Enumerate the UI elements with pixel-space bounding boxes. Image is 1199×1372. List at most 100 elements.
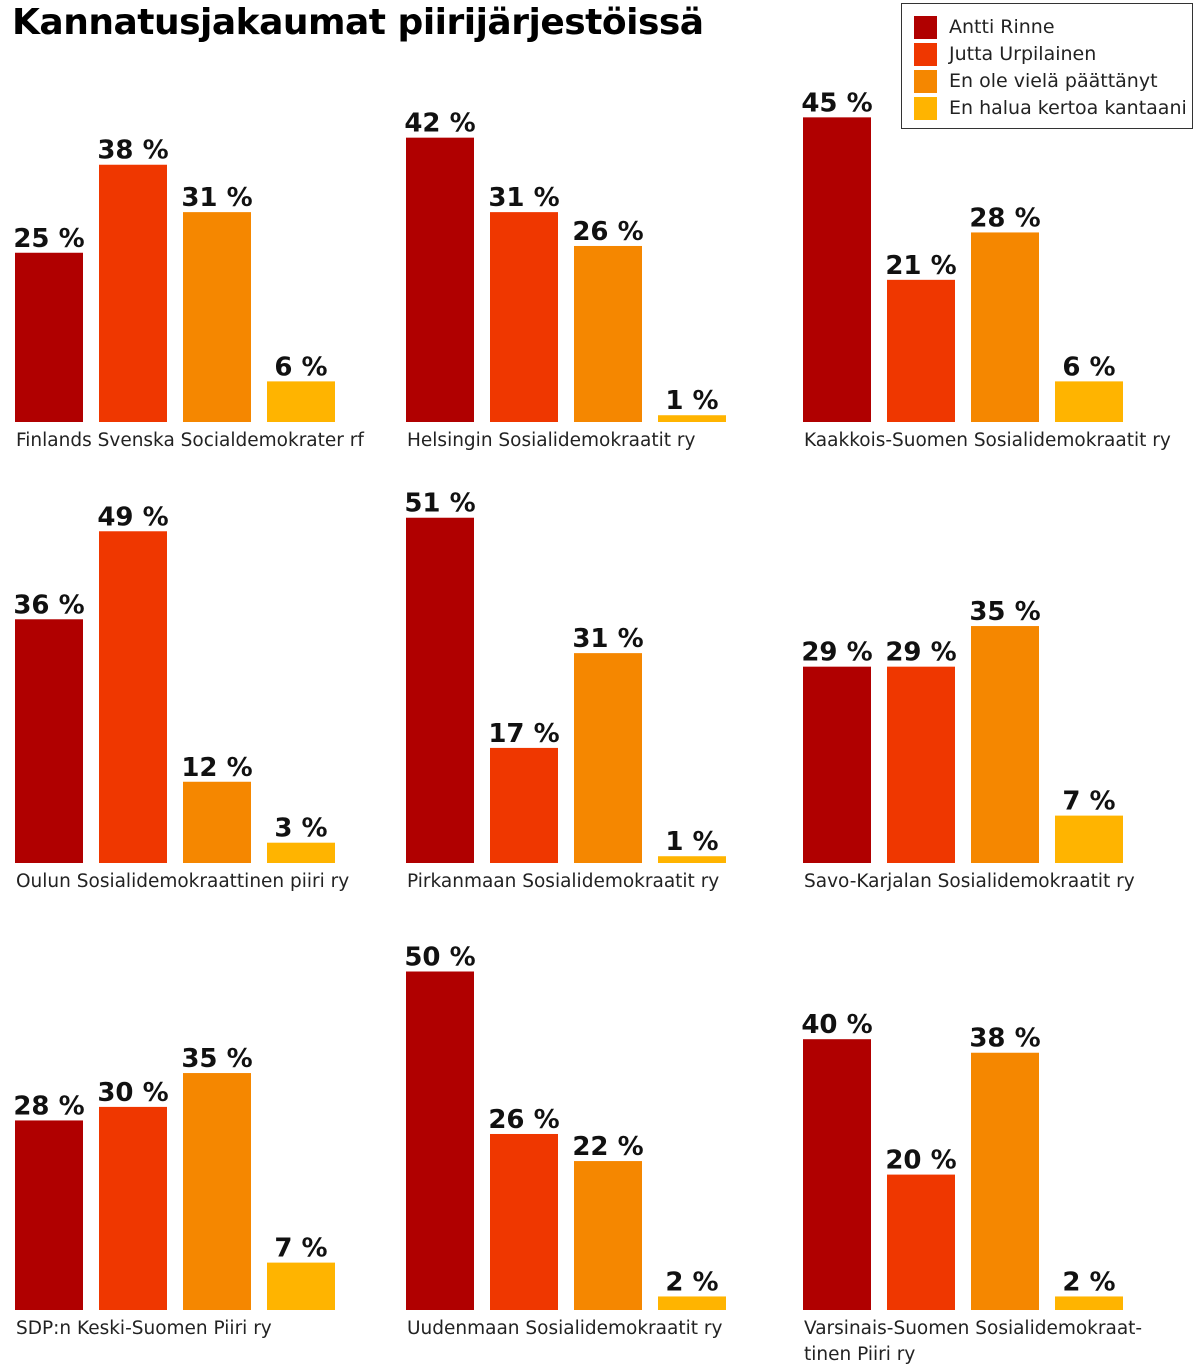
chart-panel-pirkanmaan-sosialidemokraatit-ry: 51 % 17 % 31 % 1 % Pirkanmaan Sosialidemokra…: [404, 489, 726, 892]
bar-value-label: 40 %: [801, 1010, 872, 1040]
legend-swatch-no-answer: [914, 96, 937, 120]
bar-jutta-urpilainen: [887, 666, 955, 863]
bar-value-label: 51 %: [404, 489, 475, 519]
bar-en-ole-vielä-päättänyt: [574, 1161, 642, 1310]
bar-value-label: 7 %: [1062, 787, 1115, 817]
bar-value-label: 35 %: [969, 597, 1040, 627]
bar-jutta-urpilainen: [490, 747, 558, 863]
district-name-label: Varsinais-Suomen Sosialidemokraat-: [804, 1318, 1142, 1339]
bar-value-label: 12 %: [181, 753, 252, 783]
bar-en-halua-kertoa-kantaani: [1055, 1296, 1123, 1310]
bar-antti-rinne: [803, 666, 871, 863]
bar-value-label: 28 %: [969, 203, 1040, 233]
bar-value-label: 26 %: [488, 1105, 559, 1135]
bar-jutta-urpilainen: [887, 1174, 955, 1310]
bar-jutta-urpilainen: [887, 279, 955, 422]
district-name-label: Savo-Karjalan Sosialidemokraatit ry: [804, 871, 1135, 892]
chart-panel-varsinais-suomen-sosialidemokraat-tinen-piiri-ry: 40 % 20 % 38 % 2 % Varsinais-Suomen Sosialid…: [801, 1010, 1142, 1365]
bar-en-ole-vielä-päättänyt: [574, 653, 642, 863]
bar-value-label: 30 %: [97, 1078, 168, 1108]
district-name-label: Pirkanmaan Sosialidemokraatit ry: [407, 871, 719, 892]
bar-value-label: 29 %: [885, 638, 956, 668]
legend-label-jutta-urpilainen: Jutta Urpilainen: [949, 43, 1097, 65]
bar-jutta-urpilainen: [99, 531, 167, 863]
chart-panel-kaakkois-suomen-sosialidemokraatit-ry: 45 % 21 % 28 % 6 % Kaakkois-Suomen Sosialide…: [801, 88, 1171, 451]
district-name-label: Kaakkois-Suomen Sosialidemokraatit ry: [804, 430, 1171, 451]
legend: Antti Rinne Jutta Urpilainen En ole viel…: [901, 3, 1193, 129]
bar-jutta-urpilainen: [490, 212, 558, 422]
legend-swatch-undecided: [914, 69, 937, 93]
bar-en-halua-kertoa-kantaani: [267, 1262, 335, 1310]
legend-item-undecided: En ole vielä päättänyt: [914, 69, 1158, 93]
bar-jutta-urpilainen: [99, 1106, 167, 1310]
bar-en-halua-kertoa-kantaani: [1055, 815, 1123, 863]
chart-panel-oulun-sosialidemokraattinen-piiri-ry: 36 % 49 % 12 % 3 % Oulun Sosialidemokraattin…: [13, 502, 349, 892]
bar-jutta-urpilainen: [99, 164, 167, 423]
bar-value-label: 28 %: [13, 1091, 84, 1121]
legend-label-antti-rinne: Antti Rinne: [949, 16, 1055, 38]
bar-en-ole-vielä-päättänyt: [971, 1052, 1039, 1310]
bar-value-label: 21 %: [885, 251, 956, 281]
bar-value-label: 36 %: [13, 590, 84, 620]
chart-title: Kannatusjakaumat piirijärjestöissä: [12, 2, 704, 43]
district-name-label: Helsingin Sosialidemokraatit ry: [407, 430, 695, 451]
district-name-label: Finlands Svenska Socialdemokrater rf: [16, 430, 364, 451]
bar-en-ole-vielä-päättänyt: [574, 245, 642, 422]
chart-panel-helsingin-sosialidemokraatit-ry: 42 % 31 % 26 % 1 % Helsingin Sosialidemokraa…: [404, 109, 726, 451]
bar-antti-rinne: [15, 1120, 83, 1310]
bar-value-label: 26 %: [572, 217, 643, 247]
bar-en-ole-vielä-päättänyt: [971, 232, 1039, 422]
bar-value-label: 31 %: [572, 624, 643, 654]
legend-item-jutta-urpilainen: Jutta Urpilainen: [914, 42, 1096, 66]
bar-value-label: 20 %: [885, 1146, 956, 1176]
bar-en-ole-vielä-päättänyt: [971, 626, 1039, 863]
bar-value-label: 49 %: [97, 502, 168, 532]
bar-antti-rinne: [803, 117, 871, 422]
chart-panel-uudenmaan-sosialidemokraatit-ry: 50 % 26 % 22 % 2 % Uudenmaan Sosialidemokraa…: [404, 943, 726, 1339]
bar-antti-rinne: [406, 137, 474, 422]
bar-antti-rinne: [15, 252, 83, 422]
bar-value-label: 6 %: [274, 352, 327, 382]
bar-value-label: 45 %: [801, 88, 872, 118]
bar-value-label: 2 %: [1062, 1267, 1115, 1297]
district-name-label: Uudenmaan Sosialidemokraatit ry: [407, 1318, 722, 1339]
district-name-label: tinen Piiri ry: [804, 1344, 915, 1365]
bar-value-label: 1 %: [665, 386, 718, 416]
bar-en-ole-vielä-päättänyt: [183, 212, 251, 422]
bar-jutta-urpilainen: [490, 1133, 558, 1310]
bar-value-label: 31 %: [181, 183, 252, 213]
chart-panel-sdp-n-keski-suomen-piiri-ry: 28 % 30 % 35 % 7 % SDP:n Keski-Suomen Piiri …: [13, 1044, 335, 1339]
bar-value-label: 25 %: [13, 224, 84, 254]
bar-en-halua-kertoa-kantaani: [658, 1296, 726, 1310]
bar-en-halua-kertoa-kantaani: [1055, 381, 1123, 422]
district-name-label: SDP:n Keski-Suomen Piiri ry: [16, 1318, 272, 1339]
bar-value-label: 17 %: [488, 719, 559, 749]
legend-swatch-antti-rinne: [914, 15, 937, 39]
legend-item-no-answer: En halua kertoa kantaani: [914, 96, 1187, 120]
legend-item-antti-rinne: Antti Rinne: [914, 15, 1055, 39]
bar-en-ole-vielä-päättänyt: [183, 781, 251, 863]
bar-value-label: 35 %: [181, 1044, 252, 1074]
bar-value-label: 31 %: [488, 183, 559, 213]
bar-en-halua-kertoa-kantaani: [267, 842, 335, 863]
bar-en-halua-kertoa-kantaani: [267, 381, 335, 422]
bar-value-label: 6 %: [1062, 352, 1115, 382]
bar-en-halua-kertoa-kantaani: [658, 856, 726, 863]
bar-value-label: 22 %: [572, 1132, 643, 1162]
district-name-label: Oulun Sosialidemokraattinen piiri ry: [16, 871, 349, 892]
bar-value-label: 50 %: [404, 943, 475, 973]
bar-value-label: 1 %: [665, 827, 718, 857]
bar-antti-rinne: [406, 971, 474, 1310]
bar-value-label: 7 %: [274, 1234, 327, 1264]
bar-value-label: 2 %: [665, 1267, 718, 1297]
legend-swatch-jutta-urpilainen: [914, 42, 937, 66]
bar-value-label: 29 %: [801, 638, 872, 668]
bar-value-label: 42 %: [404, 109, 475, 139]
bar-en-halua-kertoa-kantaani: [658, 415, 726, 422]
legend-label-undecided: En ole vielä päättänyt: [949, 70, 1158, 92]
bar-antti-rinne: [803, 1039, 871, 1310]
chart-panel-savo-karjalan-sosialidemokraatit-ry: 29 % 29 % 35 % 7 % Savo-Karjalan Sosialidemo…: [801, 597, 1134, 892]
bar-value-label: 3 %: [274, 814, 327, 844]
chart-panel-finlands-svenska-socialdemokrater-rf: 25 % 38 % 31 % 6 % Finlands Svenska Socialde…: [13, 136, 364, 451]
